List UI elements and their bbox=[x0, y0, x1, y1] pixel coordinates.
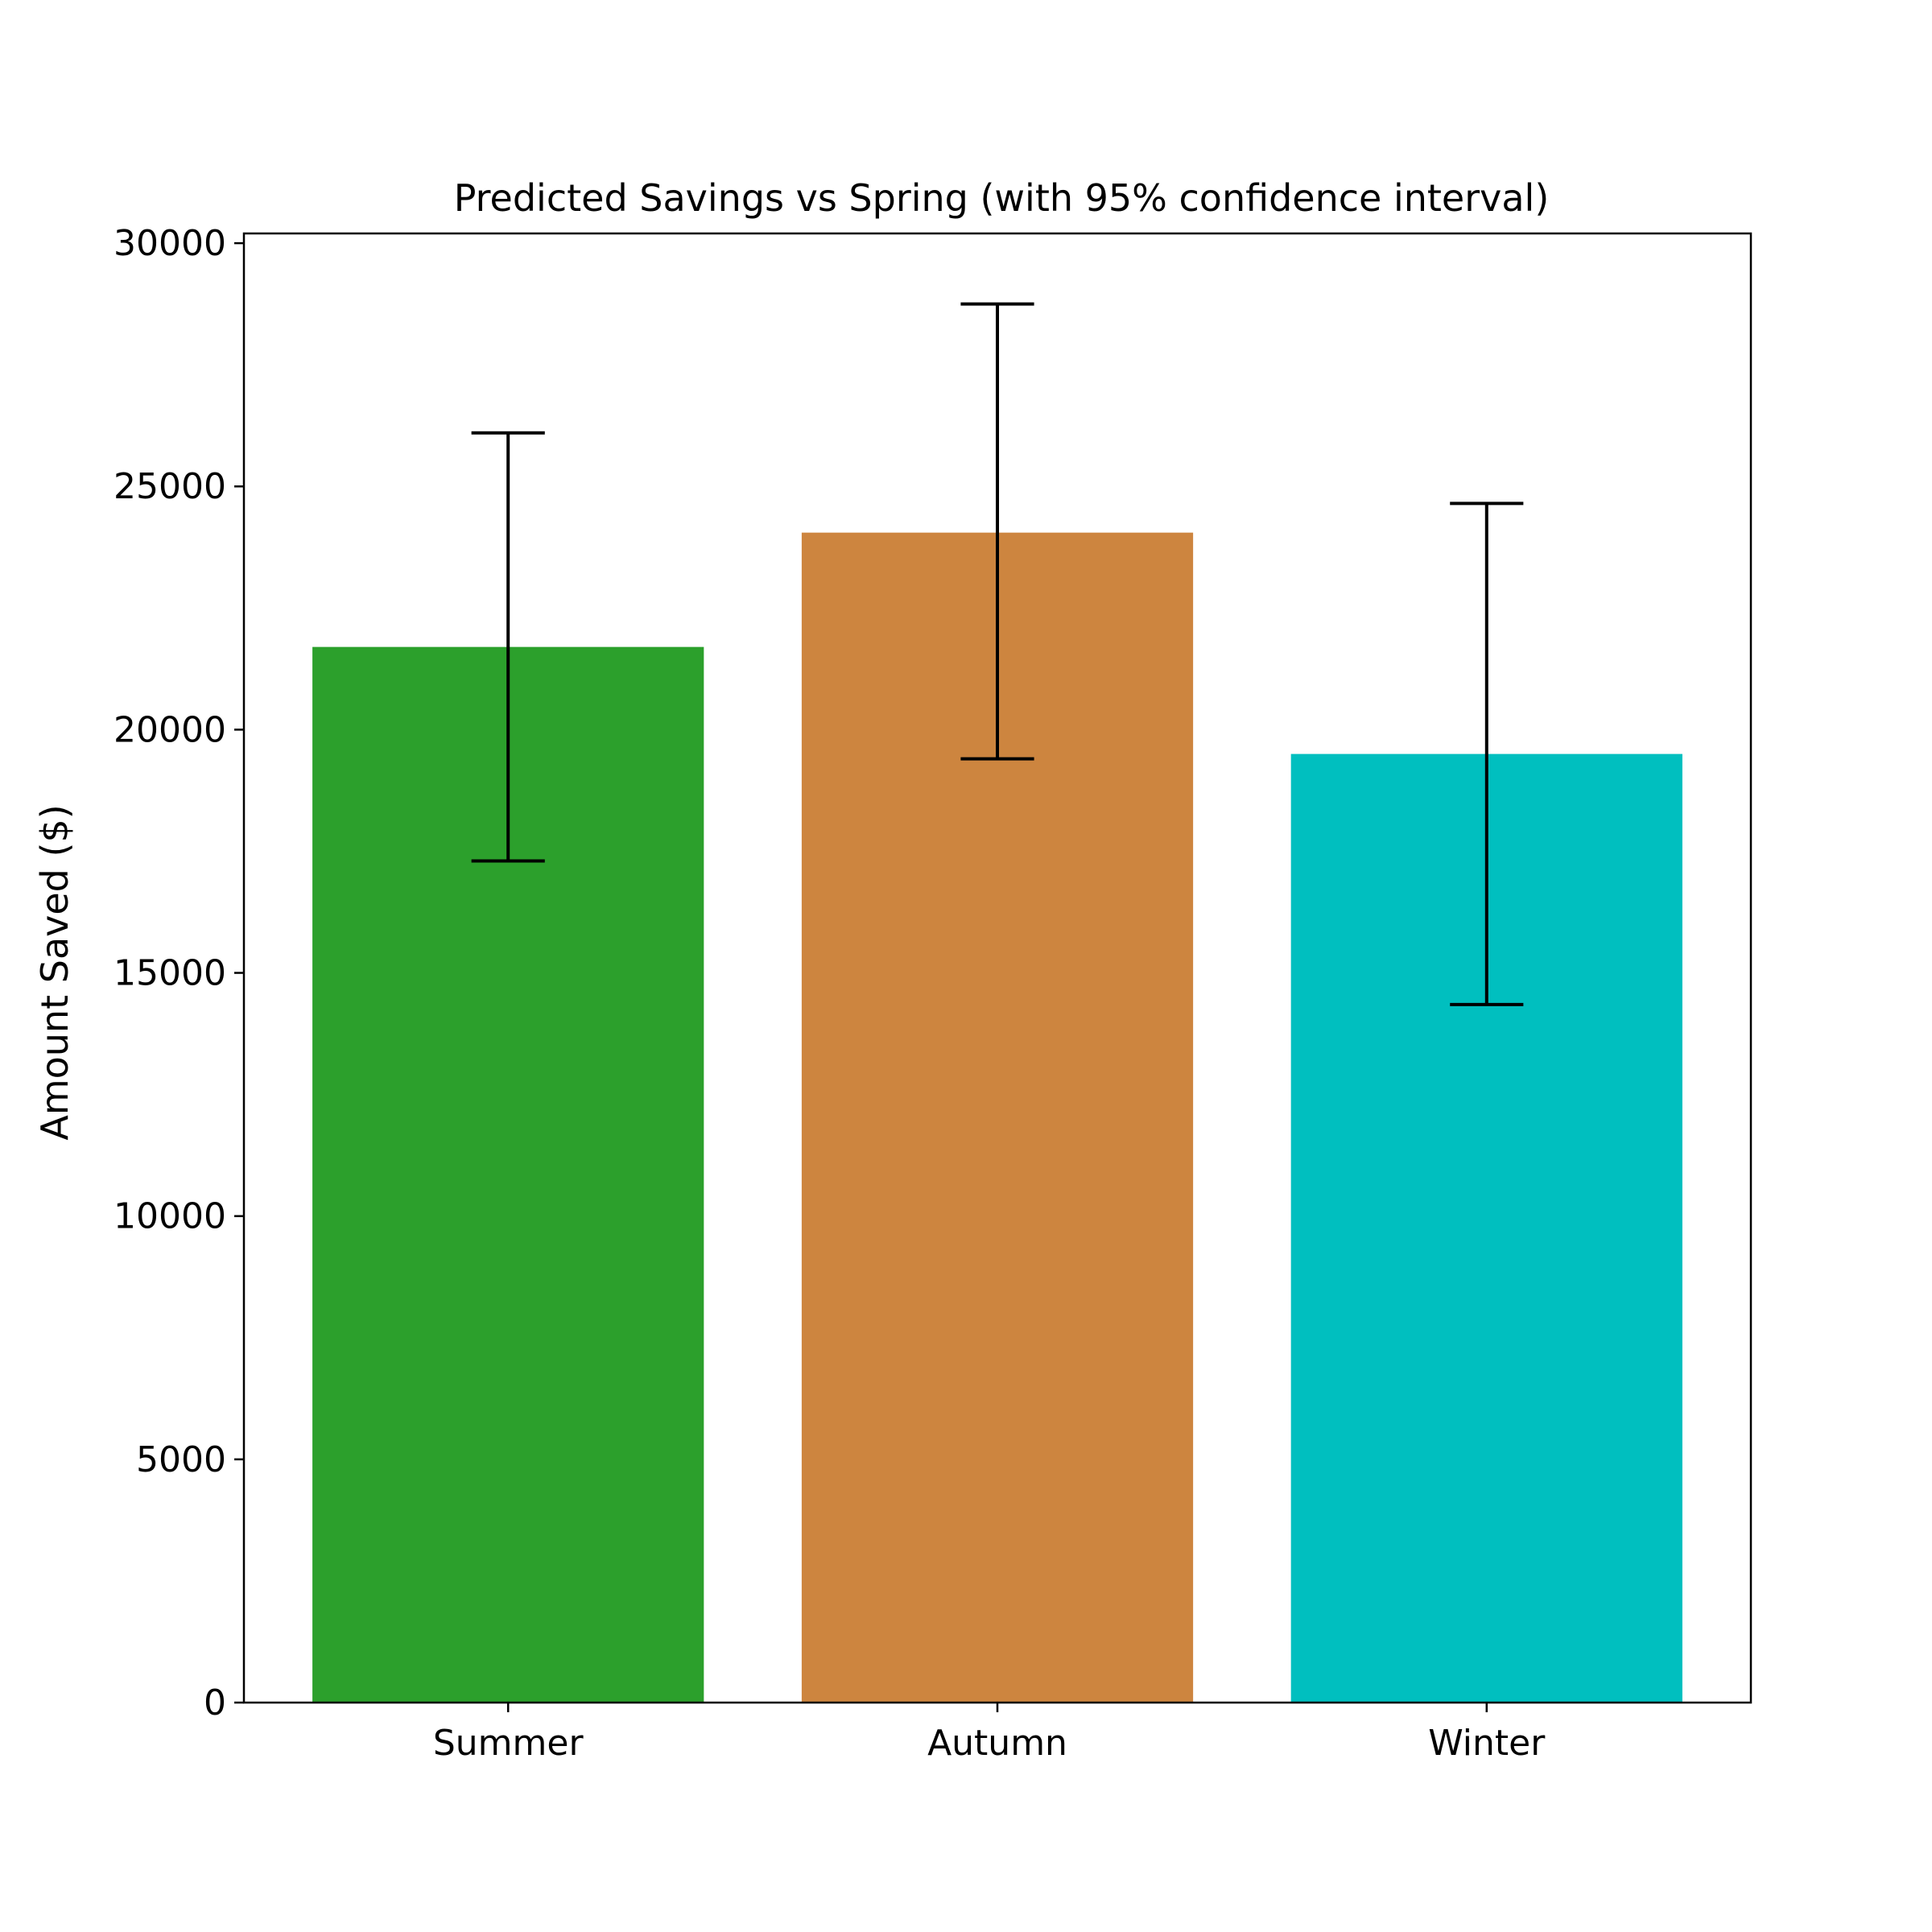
x-axis: Summer Autumn Winter bbox=[433, 1703, 1546, 1764]
x-tick-label: Autumn bbox=[927, 1723, 1067, 1764]
y-tick-label: 25000 bbox=[114, 466, 226, 507]
y-tick-label: 5000 bbox=[136, 1439, 226, 1480]
x-tick-label: Winter bbox=[1428, 1723, 1546, 1764]
y-tick-label: 15000 bbox=[114, 953, 226, 994]
y-tick-label: 10000 bbox=[114, 1196, 226, 1237]
plot-frame bbox=[242, 232, 1752, 1704]
error-bars-layer bbox=[471, 302, 1524, 1006]
x-tick-label: Summer bbox=[433, 1723, 584, 1764]
chart-title: Predicted Savings vs Spring (with 95% co… bbox=[454, 176, 1550, 220]
y-tick-label: 20000 bbox=[114, 709, 226, 750]
y-tick-label: 0 bbox=[204, 1682, 226, 1724]
y-axis: 0 5000 10000 15000 20000 25000 30000 bbox=[114, 223, 244, 1724]
y-axis-label: Amount Saved ($) bbox=[33, 804, 76, 1140]
y-tick-label: 30000 bbox=[114, 223, 226, 264]
